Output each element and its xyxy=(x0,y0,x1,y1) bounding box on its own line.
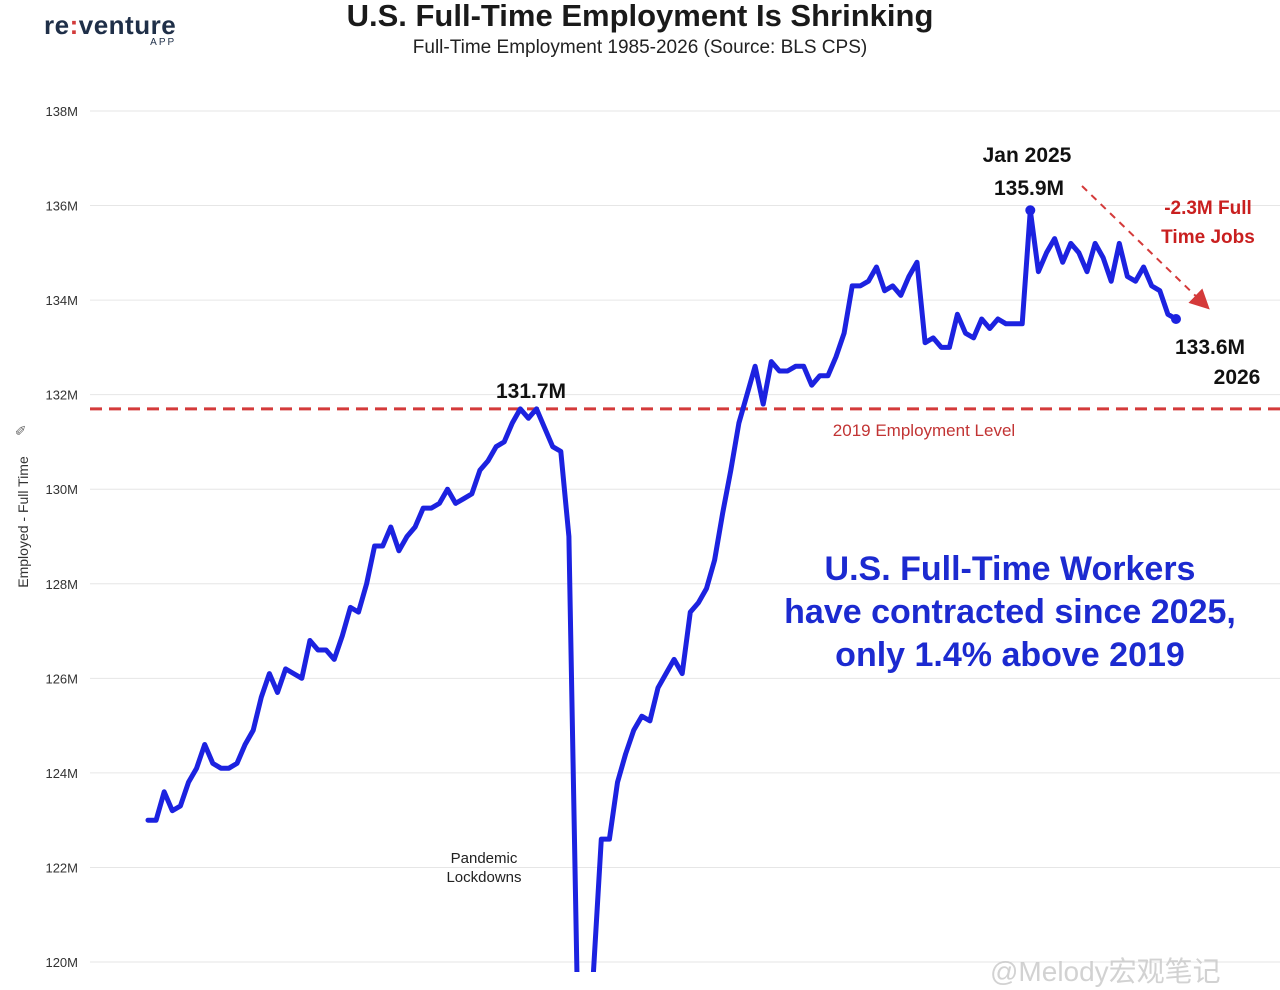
decline-arrow xyxy=(1081,185,1210,310)
peak-2025-marker xyxy=(1025,205,1036,216)
y-tick-label: 128M xyxy=(45,577,78,592)
callout-line-3: only 1.4% above 2019 xyxy=(835,636,1185,674)
y-tick-label: 134M xyxy=(45,293,78,308)
annotation-latest-value: 133.6M xyxy=(1175,336,1245,359)
y-axis-label: Employed - Full Time xyxy=(15,456,31,588)
chart-subtitle: Full-Time Employment 1985-2026 (Source: … xyxy=(412,37,868,58)
y-tick-label: 136M xyxy=(45,199,78,214)
logo-subtext: APP xyxy=(150,37,177,48)
pin-icon: ✎ xyxy=(13,424,29,436)
gridlines xyxy=(90,110,1280,963)
callout-line-1: U.S. Full-Time Workers xyxy=(824,550,1196,588)
y-tick-label: 120M xyxy=(45,955,78,970)
annotation-pandemic-line1: Pandemic xyxy=(451,850,518,867)
annotation-drop-line2: Time Jobs xyxy=(1161,227,1255,248)
y-tick-label: 138M xyxy=(45,104,78,119)
y-tick-label: 132M xyxy=(45,388,78,403)
y-axis-ticks: 120M 122M 124M 126M 128M 130M 132M 134M 136M 138M xyxy=(45,104,78,970)
y-tick-label: 130M xyxy=(45,482,78,497)
full-time-employment-series xyxy=(145,207,1179,972)
logo-wordmark: re:venture xyxy=(44,10,177,40)
summary-callout: U.S. Full-Time Workers have contracted s… xyxy=(740,548,1280,677)
reference-line-label: 2019 Employment Level xyxy=(833,421,1015,440)
y-tick-label: 122M xyxy=(45,860,78,875)
annotation-drop-line1: -2.3M Full xyxy=(1164,198,1252,219)
annotation-peak-2019: 131.7M xyxy=(496,380,566,403)
y-tick-label: 126M xyxy=(45,671,78,686)
callout-line-2: have contracted since 2025, xyxy=(784,593,1236,631)
chart-title: U.S. Full-Time Employment Is Shrinking xyxy=(346,0,934,33)
annotation-latest-date: 2026 xyxy=(1214,366,1261,389)
latest-marker xyxy=(1171,314,1181,325)
y-tick-label: 124M xyxy=(45,766,78,781)
reventure-logo: re:venture APP xyxy=(44,10,176,48)
annotation-peak-2025-value: 135.9M xyxy=(994,177,1064,200)
watermark: @Melody宏观笔记 xyxy=(990,956,1221,987)
annotation-peak-2025-date: Jan 2025 xyxy=(983,144,1072,167)
annotation-pandemic-line2: Lockdowns xyxy=(446,869,521,886)
